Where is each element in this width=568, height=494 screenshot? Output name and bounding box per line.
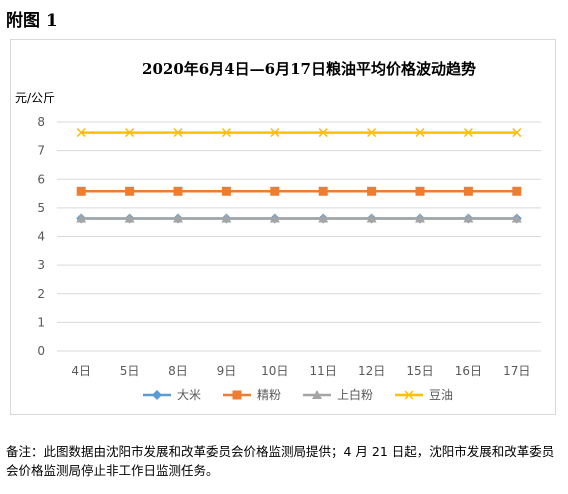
legend-label: 豆油 (429, 388, 453, 402)
data-point-series-4 (463, 128, 473, 138)
legend-marker (152, 390, 162, 400)
data-point-series-3 (366, 213, 377, 223)
legend-marker (404, 390, 414, 400)
data-point-series-4 (221, 128, 231, 138)
data-point-series-4 (512, 128, 522, 138)
y-tick-label: 5 (37, 201, 45, 215)
figure-heading: 附图 1 (6, 11, 58, 31)
data-point-series-3 (221, 213, 232, 223)
data-point-series-4 (173, 128, 183, 138)
y-tick-label: 2 (37, 287, 45, 301)
x-tick-label: 12日 (358, 364, 385, 378)
data-point-series-3 (124, 213, 135, 223)
y-tick-label: 8 (37, 115, 45, 129)
data-point-series-2 (221, 186, 231, 196)
data-point-series-3 (463, 213, 474, 223)
y-axis-unit-label: 元/公斤 (15, 91, 55, 105)
data-point-series-2 (512, 186, 522, 196)
data-point-series-4 (318, 128, 328, 138)
x-tick-label: 16日 (455, 364, 482, 378)
x-tick-label: 11日 (310, 364, 337, 378)
data-point-series-2 (415, 186, 425, 196)
legend-label: 精粉 (257, 388, 281, 402)
data-point-series-2 (318, 186, 328, 196)
x-tick-label: 4日 (71, 364, 91, 378)
legend-marker (312, 390, 322, 399)
legend-marker (232, 390, 242, 400)
data-point-series-3 (76, 213, 87, 223)
data-point-series-2 (125, 186, 135, 196)
legend-label: 上白粉 (337, 387, 373, 402)
data-point-series-3 (415, 213, 425, 223)
x-tick-label: 8日 (168, 364, 188, 378)
data-point-series-3 (511, 213, 522, 223)
footnote: 备注：此图数据由沈阳市发展和改革委员会价格监测局提供；4 月 21 日起，沈阳市… (6, 444, 555, 478)
x-tick-label: 17日 (503, 364, 530, 378)
legend-label: 大米 (177, 388, 201, 402)
data-point-series-4 (76, 128, 86, 138)
chart-title: 2020年6月4日—6月17日粮油平均价格波动趋势 (142, 60, 476, 78)
data-point-series-3 (269, 213, 280, 223)
x-tick-label: 10日 (261, 364, 288, 378)
data-point-series-2 (173, 186, 183, 196)
data-point-series-4 (367, 128, 377, 138)
data-point-series-2 (76, 186, 86, 196)
chart-frame: 2020年6月4日—6月17日粮油平均价格波动趋势元/公斤 0 1 2 3 4 5 6 7 8 4日… (10, 39, 556, 415)
x-tick-label: 9日 (217, 364, 237, 378)
y-tick-label: 3 (37, 258, 45, 272)
y-tick-label: 0 (37, 344, 45, 358)
y-tick-label: 4 (37, 230, 45, 244)
data-point-series-4 (270, 128, 280, 138)
data-point-series-2 (463, 186, 473, 196)
y-tick-label: 6 (37, 172, 45, 186)
x-tick-label: 5日 (120, 364, 140, 378)
data-point-series-4 (415, 128, 425, 138)
data-point-series-2 (367, 186, 377, 196)
data-point-series-3 (318, 213, 329, 223)
data-point-series-4 (125, 128, 135, 138)
x-tick-label: 15日 (406, 364, 433, 378)
data-point-series-2 (270, 186, 280, 196)
y-tick-label: 1 (37, 315, 45, 329)
data-point-series-3 (173, 213, 183, 223)
y-tick-label: 7 (37, 144, 45, 158)
